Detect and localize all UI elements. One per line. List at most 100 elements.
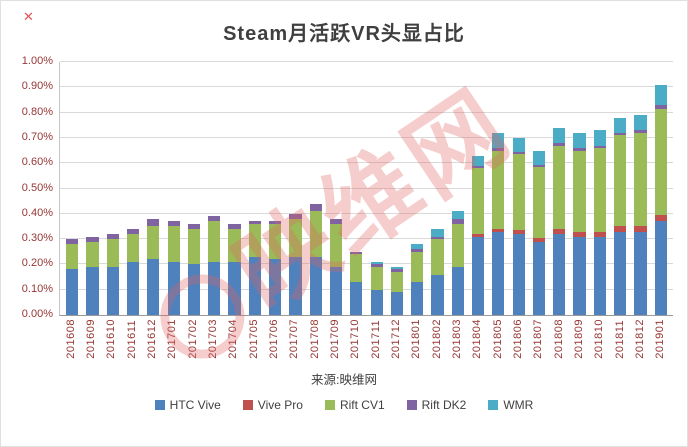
bar-segment-rift-dk2 (147, 218, 160, 227)
bar-segment-htc-vive (167, 261, 180, 315)
bar-segment-htc-vive (634, 231, 647, 315)
legend-label: WMR (503, 397, 534, 412)
legend-item-htc-vive: HTC Vive (154, 397, 221, 412)
x-tick-slot: 201609 (81, 319, 101, 359)
bar-segment-rift-dk2 (370, 264, 383, 267)
chart-title: Steam月活跃VR头显占比 (223, 23, 465, 45)
bar-segment-htc-vive (187, 264, 201, 315)
bar-slot-201707 (285, 62, 305, 315)
x-tick-slot: 201806 (508, 319, 528, 359)
bar-segment-rift-cv1 (228, 229, 241, 262)
corner-mark-icon: ✕ (23, 9, 34, 24)
bar-segment-htc-vive (66, 269, 79, 315)
legend-swatch-icon (324, 399, 335, 410)
bar-201807 (532, 150, 546, 315)
x-tick-label: 201707 (288, 319, 301, 359)
bar-segment-rift-dk2 (208, 216, 221, 222)
bar-segment-rift-dk2 (512, 151, 525, 155)
bar-201804 (472, 155, 485, 315)
x-tick-label: 201901 (654, 319, 667, 359)
bar-segment-rift-cv1 (289, 218, 302, 257)
x-tick-slot: 201704 (224, 319, 244, 359)
bar-201806 (512, 137, 525, 315)
bar-slot-201805 (488, 62, 508, 315)
bar-segment-rift-cv1 (654, 108, 667, 216)
bar-segment-rift-cv1 (512, 154, 525, 231)
bar-segment-rift-cv1 (208, 221, 221, 262)
x-tick-slot: 201703 (203, 319, 223, 359)
x-axis-spacer (9, 316, 59, 359)
bar-segment-htc-vive (593, 236, 606, 315)
gridline (60, 111, 673, 113)
bar-segment-rift-dk2 (390, 269, 403, 272)
bar-segment-rift-cv1 (492, 150, 505, 229)
x-tick-label: 201704 (227, 319, 240, 359)
bar-segment-wmr (492, 132, 505, 149)
x-tick-slot: 201710 (346, 319, 366, 359)
bar-segment-rift-cv1 (451, 223, 464, 267)
x-tick-label: 201610 (105, 319, 118, 359)
legend-item-wmr: WMR (488, 398, 533, 412)
bar-segment-rift-cv1 (350, 254, 363, 283)
bar-segment-htc-vive (370, 289, 383, 315)
bar-slot-201809 (569, 62, 589, 315)
y-tick-label: 0.10% (21, 282, 53, 295)
x-tick-slot: 201701 (163, 319, 183, 359)
bar-segment-rift-cv1 (370, 266, 383, 290)
bar-slot-201611 (123, 62, 143, 315)
bar-201709 (329, 218, 343, 315)
x-tick-slot: 201702 (183, 319, 203, 359)
x-tick-label: 201809 (572, 319, 585, 359)
x-tick-slot: 201801 (407, 319, 427, 359)
bar-201707 (289, 213, 302, 315)
bar-slot-201807 (529, 62, 549, 315)
bar-segment-rift-cv1 (106, 239, 119, 267)
bar-segment-htc-vive (472, 236, 485, 315)
bar-segment-wmr (553, 127, 566, 143)
bar-slot-201803 (448, 62, 468, 315)
gridline (60, 238, 673, 240)
legend-label: HTC Vive (169, 397, 221, 412)
bar-slot-201703 (204, 62, 224, 315)
x-tick-slot: 201705 (244, 319, 264, 359)
legend-item-rift-dk2: Rift DK2 (406, 397, 467, 412)
bar-201710 (350, 251, 363, 315)
bar-segment-rift-dk2 (634, 130, 647, 133)
chart-area: 0.00% 0.10% 0.20% 0.30% 0.40% 0.50% 0.60% 0.70%… (9, 56, 673, 375)
x-tick-slot: 201612 (142, 319, 162, 359)
bar-slot-201712 (387, 62, 407, 315)
bar-201610 (106, 234, 119, 315)
bar-slot-201709 (326, 62, 346, 315)
x-tick-label: 201712 (389, 319, 402, 359)
y-tick-label: 0.30% (21, 232, 53, 245)
bar-slot-201609 (82, 62, 102, 315)
bar-segment-wmr (532, 150, 546, 165)
x-tick-label: 201801 (410, 319, 423, 359)
bar-segment-htc-vive (431, 274, 444, 315)
bar-segment-rift-cv1 (634, 132, 647, 227)
y-tick-label: 0.70% (21, 130, 53, 143)
legend-label: Rift DK2 (421, 397, 467, 412)
bar-segment-htc-vive (614, 231, 627, 315)
bar-201704 (228, 223, 241, 315)
bar-segment-rift-cv1 (187, 229, 201, 265)
bar-segment-htc-vive (228, 261, 241, 315)
bar-segment-rift-cv1 (553, 145, 566, 229)
bar-segment-rift-cv1 (614, 135, 627, 227)
bar-segment-wmr (593, 130, 606, 146)
x-tick-label: 201706 (267, 319, 280, 359)
bar-segment-rift-dk2 (126, 229, 140, 235)
legend: HTC Vive Vive Pro Rift CV1 Rift DK2 WMR (1, 398, 687, 412)
gridline (60, 288, 673, 290)
bar-segment-rift-cv1 (66, 244, 79, 270)
bar-201901 (654, 84, 667, 315)
bar-segment-htc-vive (553, 234, 566, 315)
legend-swatch-icon (154, 399, 165, 410)
bar-segment-rift-cv1 (390, 272, 403, 293)
bar-segment-rift-dk2 (614, 132, 627, 136)
y-tick-label: 0.00% (21, 308, 53, 320)
x-tick-label: 201808 (552, 319, 565, 359)
x-tick-slot: 201808 (549, 319, 569, 359)
x-tick-slot: 201709 (325, 319, 345, 359)
gridline (60, 86, 673, 88)
